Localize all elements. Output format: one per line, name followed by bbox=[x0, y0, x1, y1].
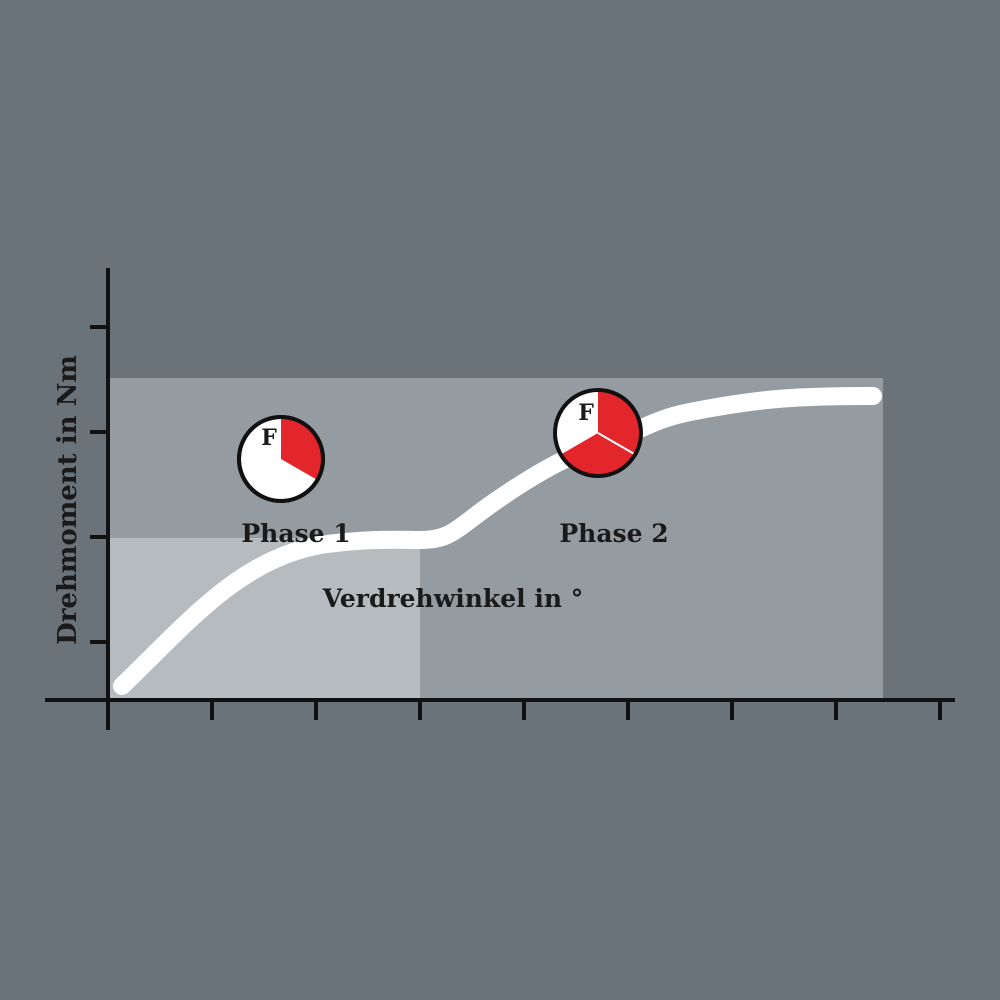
phase-1-indicator-icon: F bbox=[237, 415, 325, 503]
phase-1-label: Phase 1 bbox=[241, 519, 350, 548]
y-axis-label: Drehmoment in Nm bbox=[53, 355, 83, 645]
phase-2-label: Phase 2 bbox=[559, 519, 668, 548]
phase-2-indicator-icon: F bbox=[553, 388, 643, 478]
x-axis-label: Verdrehwinkel in ° bbox=[322, 584, 583, 613]
phase-1-icon-letter: F bbox=[261, 425, 277, 451]
x-axis bbox=[45, 698, 955, 720]
torque-curve bbox=[113, 387, 882, 695]
phase-2-icon-letter: F bbox=[578, 400, 594, 426]
y-axis bbox=[90, 268, 110, 730]
